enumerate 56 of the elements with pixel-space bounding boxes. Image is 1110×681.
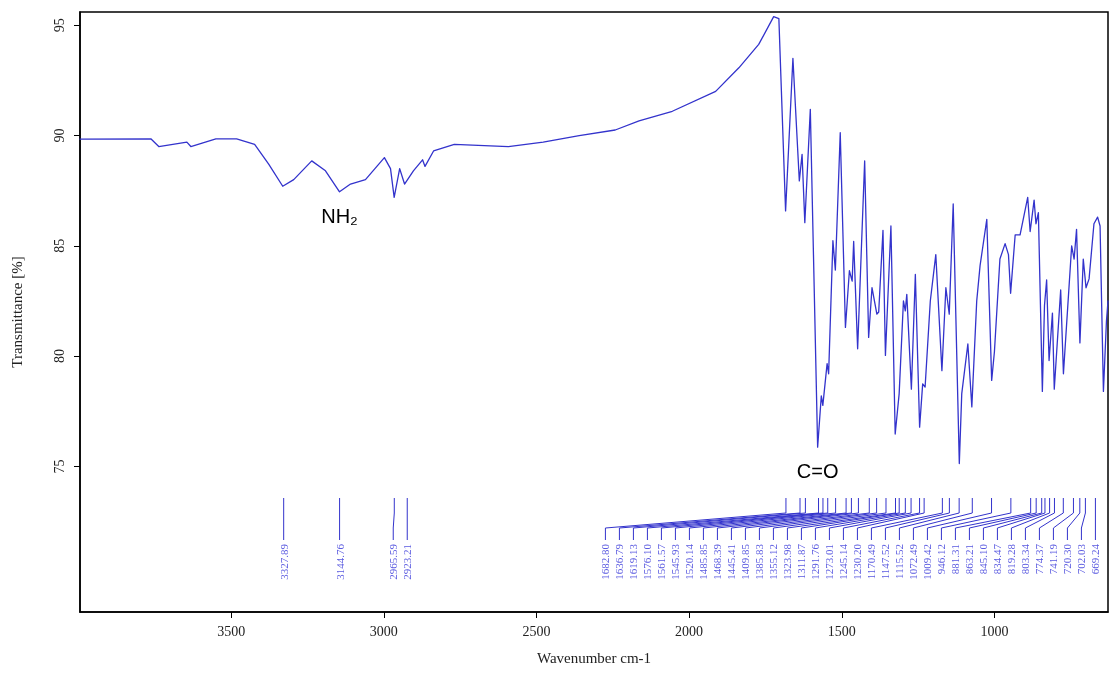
x-tick-label: 3000 [369, 623, 398, 639]
annotation: 669.24 [1089, 543, 1102, 575]
annotation: 1147.52 [879, 544, 892, 580]
annotation: 1409.85 [739, 543, 752, 580]
x-axis-title: Wavenumber cm-1 [536, 649, 652, 666]
annotation: 1385.83 [753, 543, 766, 580]
annotation: 720.30 [1061, 543, 1074, 575]
annotation: 1273.01 [823, 544, 836, 580]
annotation: NH₂ [321, 204, 358, 227]
annotation: 1072.49 [907, 543, 920, 580]
annotation: 1520.14 [683, 543, 696, 580]
x-tick-label: 2000 [675, 623, 704, 639]
annotation: 1311.87 [795, 543, 808, 580]
y-tick-label: 85 [51, 238, 67, 253]
annotation: 3144.76 [333, 543, 346, 580]
annotation: 1230.20 [851, 543, 864, 580]
x-tick-label: 3500 [217, 623, 246, 639]
annotation: 2923.21 [401, 544, 414, 580]
line-series [79, 15, 1109, 465]
annotation: 834.47 [991, 543, 1004, 575]
annotation: 881.31 [949, 544, 962, 575]
annotation: 1545.93 [669, 543, 682, 580]
annotation: 741.19 [1047, 543, 1060, 575]
annotation: 946.12 [935, 544, 948, 575]
annotation: 1576.10 [641, 543, 654, 580]
x-tick-label: 1500 [827, 623, 856, 639]
annotation: 1009.42 [921, 544, 934, 580]
annotation: 774.37 [1033, 543, 1046, 575]
annotation: 1291.76 [809, 543, 822, 580]
annotation: 1115.52 [893, 544, 906, 579]
annotation: 1245.14 [837, 543, 850, 580]
annotation: 819.28 [1005, 543, 1018, 575]
annotation: 803.34 [1019, 543, 1032, 575]
annotation: 3327.89 [277, 543, 290, 580]
annotation: 1468.39 [711, 543, 724, 580]
y-axis-title: Transmittance [%] [8, 256, 25, 368]
annotation: 702.03 [1075, 543, 1088, 575]
y-tick-label: 75 [51, 459, 67, 474]
y-tick-label: 90 [51, 128, 67, 143]
annotation: 1636.79 [613, 543, 626, 580]
y-tick-label: 95 [51, 18, 67, 33]
annotation: C=O [796, 460, 839, 483]
annotation: 845.10 [977, 543, 990, 575]
x-tick-label: 1000 [980, 623, 1009, 639]
annotation: 1323.98 [781, 543, 794, 580]
y-tick-label: 80 [51, 349, 67, 364]
annotation: 1485.85 [697, 543, 710, 580]
annotation: 1561.57 [655, 543, 668, 580]
annotation: 863.21 [963, 544, 976, 575]
annotation: 1170.49 [865, 543, 878, 580]
annotation: 1355.12 [767, 544, 780, 580]
annotation: 1682.80 [599, 543, 612, 580]
annotation: 1445.41 [725, 544, 738, 580]
annotation: 1619.13 [627, 543, 640, 580]
x-tick-label: 2500 [522, 623, 551, 639]
annotation: 2965.59 [387, 543, 400, 580]
